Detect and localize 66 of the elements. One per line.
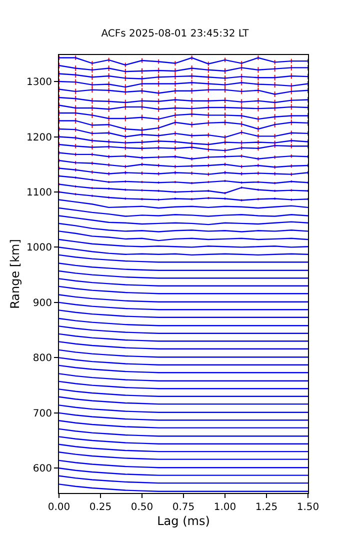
line-series (59, 64, 308, 72)
line-series (59, 175, 308, 184)
line-series (59, 230, 308, 242)
y-tick-label: 600 (32, 464, 52, 475)
line-series (59, 310, 308, 318)
line-series (59, 278, 308, 286)
line-series (59, 222, 308, 232)
chart-title: ACFs 2025-08-01 23:45:32 LT (101, 28, 250, 40)
line-series (59, 341, 308, 350)
line-series (59, 57, 308, 66)
line-series (59, 364, 308, 374)
line-series (59, 302, 308, 310)
line-series (59, 444, 308, 452)
y-tick-label: 1100 (26, 187, 52, 198)
line-series (59, 184, 308, 194)
y-tick-label: 700 (32, 408, 52, 420)
y-tick-label: 800 (32, 353, 52, 364)
line-series (59, 436, 308, 444)
line-series (59, 349, 308, 358)
line-series (59, 412, 308, 421)
line-series (59, 168, 308, 175)
line-series (59, 294, 308, 302)
line-series (59, 452, 308, 460)
x-tick-label: 1.50 (296, 502, 320, 513)
line-series (59, 357, 308, 366)
line-series (59, 326, 308, 334)
line-series (59, 191, 308, 201)
line-series (59, 420, 308, 428)
line-series (59, 262, 308, 272)
line-series (59, 207, 308, 217)
line-series (59, 428, 308, 437)
x-tick-label: 0.25 (89, 502, 112, 513)
line-series (59, 120, 308, 131)
line-series (59, 270, 308, 279)
x-tick-label: 0.50 (130, 502, 154, 513)
line-series (59, 254, 308, 263)
x-tick-label: 0.00 (48, 502, 70, 513)
line-series (59, 112, 308, 120)
line-series (59, 286, 308, 294)
line-series (59, 318, 308, 326)
line-series (59, 215, 308, 226)
line-series (59, 246, 308, 256)
x-tick-label: 1.25 (255, 502, 278, 513)
line-series (59, 199, 308, 209)
line-series (59, 484, 308, 492)
line-series (59, 238, 308, 248)
y-tick-label: 1000 (26, 242, 52, 254)
line-series (59, 373, 308, 382)
line-series (59, 128, 308, 138)
line-series (59, 404, 308, 413)
x-tick-label: 0.75 (172, 502, 195, 513)
line-series (59, 396, 308, 405)
y-tick-label: 1300 (26, 77, 52, 88)
line-series (59, 160, 308, 168)
line-series (59, 388, 308, 397)
y-axis-title: Range [km] (8, 239, 22, 309)
line-series (59, 460, 308, 468)
y-tick-label: 1200 (26, 132, 52, 144)
line-series (59, 468, 308, 476)
line-series (59, 152, 308, 160)
line-series (59, 380, 308, 390)
x-tick-label: 1.00 (214, 502, 236, 513)
line-series (59, 475, 308, 484)
y-tick-label: 900 (32, 298, 52, 309)
x-axis-title: Lag (ms) (157, 514, 210, 528)
line-series (59, 333, 308, 342)
